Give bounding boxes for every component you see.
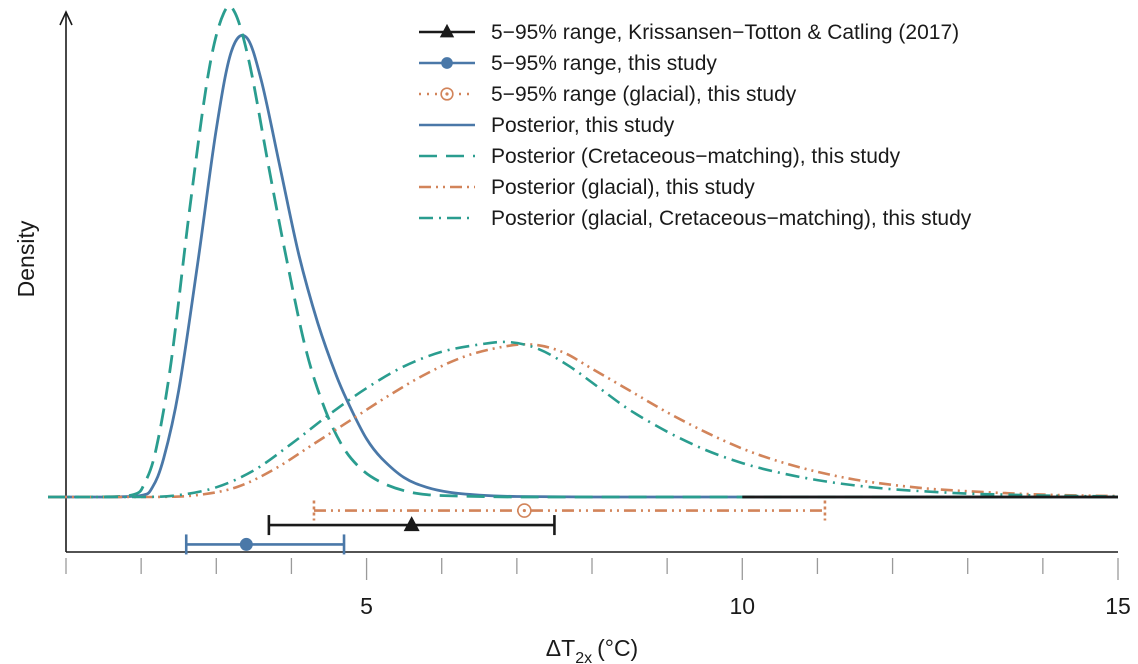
circle-marker (441, 57, 453, 69)
circle-dot-center (445, 92, 449, 96)
legend: 5−95% range, Krissansen−Totton & Catling… (419, 21, 972, 230)
legend-entry: Posterior (glacial, Cretaceous−matching)… (419, 207, 972, 230)
legend-entry: Posterior (glacial), this study (419, 176, 755, 199)
legend-label: Posterior (Cretaceous−matching), this st… (491, 145, 901, 168)
x-tick-labels: 5 10 15 (360, 593, 1131, 619)
x-axis-title-sub: 2x (575, 650, 592, 664)
legend-label: 5−95% range, this study (491, 52, 717, 75)
range-bar (267, 515, 556, 536)
legend-entry: 5−95% range (glacial), this study (419, 83, 797, 106)
x-axis-title-main: ΔT (546, 635, 575, 661)
legend-label: Posterior (glacial, Cretaceous−matching)… (491, 207, 972, 230)
triangle-marker (403, 516, 420, 532)
circle-marker (239, 537, 253, 551)
series-line (48, 33, 1119, 499)
y-axis-arrow (59, 10, 73, 26)
ranges-layer (184, 500, 827, 555)
range-bar (184, 534, 346, 555)
legend-label: Posterior (glacial), this study (491, 176, 755, 199)
legend-label: 5−95% range (glacial), this study (491, 83, 797, 106)
series-line (48, 340, 1119, 499)
axes: 5 10 15 Density ΔT2x (°C) (13, 10, 1131, 664)
legend-entry: 5−95% range, this study (419, 52, 717, 75)
y-axis-title: Density (13, 220, 39, 297)
x-ticks (65, 558, 1119, 580)
legend-entry: Posterior (Cretaceous−matching), this st… (419, 145, 901, 168)
range-bar (312, 500, 827, 521)
x-tick-label: 15 (1105, 593, 1131, 619)
series-line (48, 342, 1119, 499)
x-axis-title: ΔT2x (°C) (546, 635, 638, 664)
legend-label: Posterior, this study (491, 114, 675, 137)
x-axis-title-unit: (°C) (597, 635, 638, 661)
legend-label: 5−95% range, Krissansen−Totton & Catling… (491, 21, 959, 44)
triangle-marker (439, 23, 455, 38)
legend-entry: 5−95% range, Krissansen−Totton & Catling… (419, 21, 959, 44)
circle-dot-center (522, 508, 526, 513)
legend-entry: Posterior, this study (419, 114, 675, 137)
x-tick-label: 5 (360, 593, 373, 619)
series-line (48, 4, 1119, 499)
x-tick-label: 10 (729, 593, 755, 619)
series-layer (48, 4, 1119, 499)
